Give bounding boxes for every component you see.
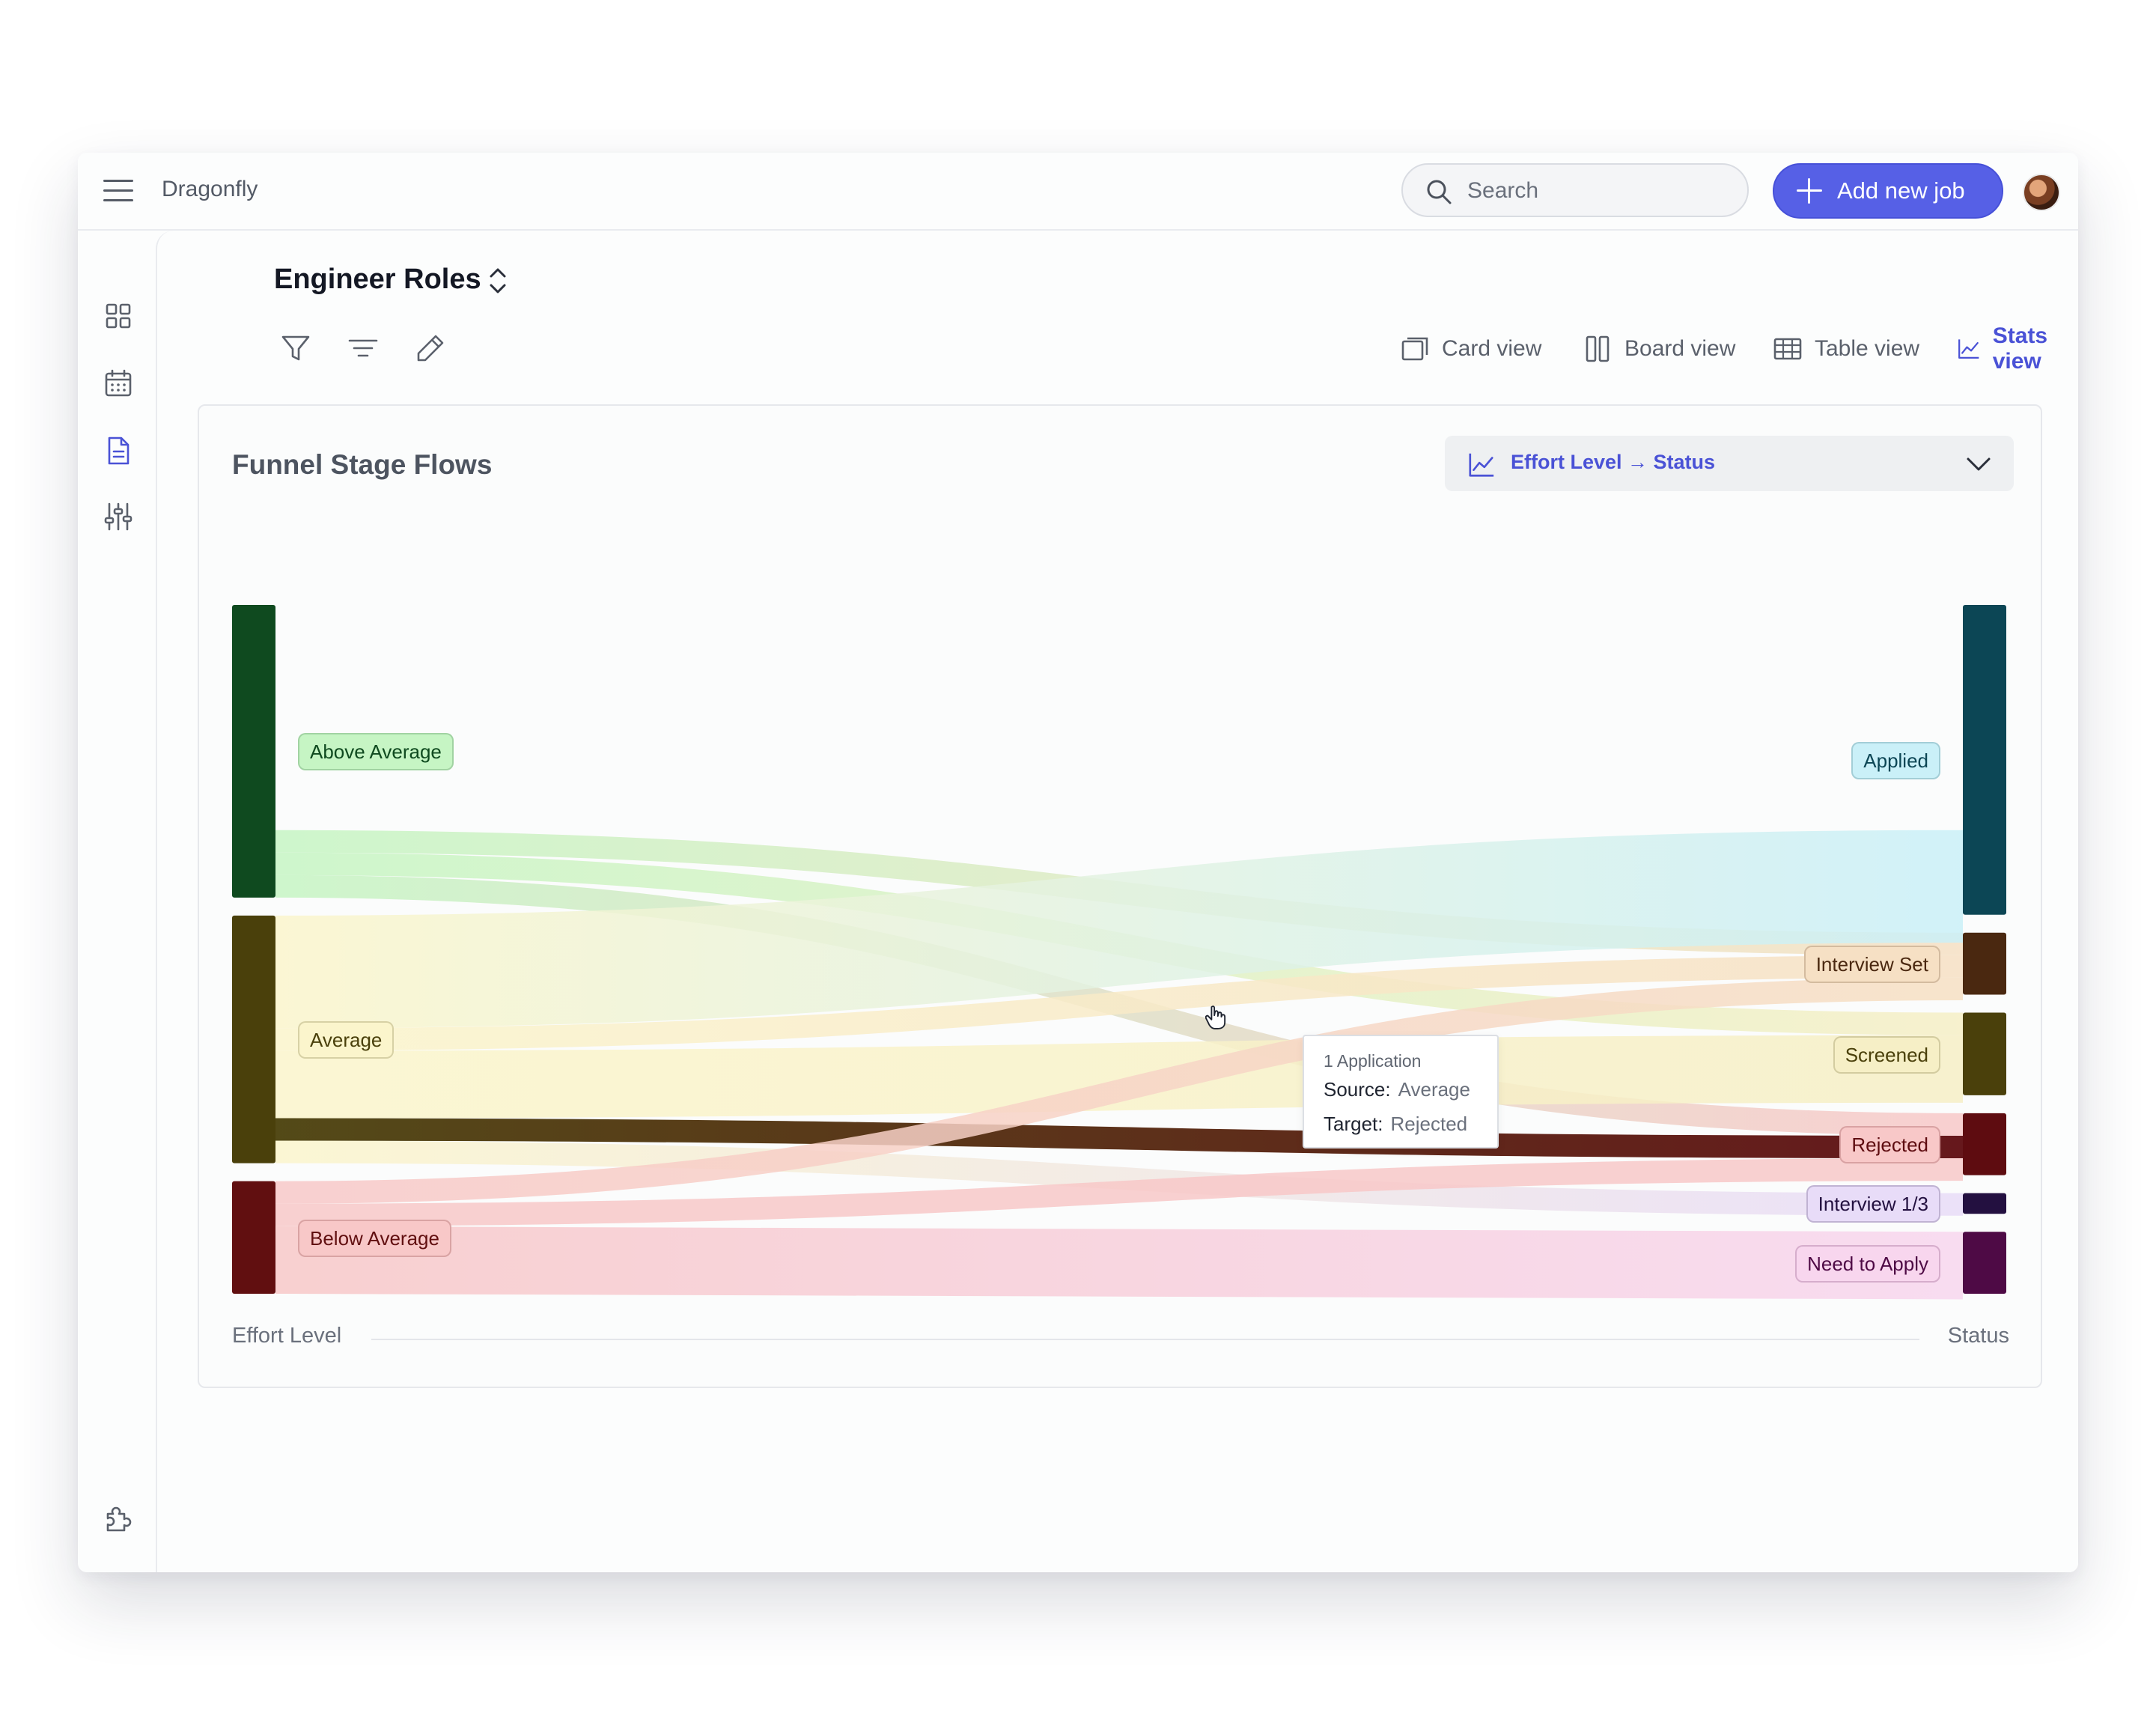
target-node-need-to-apply[interactable]: [1963, 1232, 2006, 1294]
app-title: Dragonfly: [162, 177, 258, 201]
tab-board-view[interactable]: Board view: [1583, 332, 1735, 365]
page-title: Engineer Roles: [274, 264, 481, 295]
tooltip-target-label: Target:: [1324, 1113, 1383, 1135]
tab-board-view-label: Board view: [1624, 336, 1736, 361]
target-label-need-to-apply: Need to Apply: [1795, 1244, 1940, 1283]
sliders-icon[interactable]: [103, 502, 133, 532]
tooltip-source-row: Source: Average: [1324, 1078, 1470, 1101]
target-label-rejected: Rejected: [1839, 1126, 1940, 1164]
axis-right-label: Status: [1947, 1324, 2009, 1348]
tab-card-view-label: Card view: [1442, 336, 1542, 361]
main-content: Engineer Roles Card view: [156, 231, 2078, 1572]
search-box[interactable]: [1401, 163, 1749, 217]
tab-card-view[interactable]: Card view: [1400, 332, 1541, 365]
flow-selector-dropdown[interactable]: Effort Level → Status: [1445, 436, 2014, 491]
top-bar: Dragonfly Add new job: [78, 153, 2078, 231]
source-label-average: Average: [298, 1021, 395, 1059]
pencil-icon[interactable]: [415, 332, 446, 364]
target-label-screened: Screened: [1833, 1035, 1940, 1074]
line-chart-icon: [1469, 453, 1494, 477]
flow-selector-label: Effort Level → Status: [1511, 451, 1716, 473]
source-label-above-average: Above Average: [298, 733, 454, 771]
tooltip-target-row: Target: Rejected: [1324, 1113, 1467, 1136]
target-node-screened[interactable]: [1963, 1012, 2006, 1095]
app-window: Dragonfly Add new job: [78, 153, 2078, 1572]
flow-link-below-average-to-need-to-apply[interactable]: [275, 1226, 1964, 1300]
target-label-interview-1-3: Interview 1/3: [1806, 1185, 1940, 1223]
user-avatar[interactable]: [2023, 174, 2060, 211]
axis-divider: [371, 1339, 1919, 1340]
hand-cursor-icon: [1205, 1006, 1226, 1029]
flow-link-average-to-interview-1-3[interactable]: [275, 1140, 1964, 1216]
tab-stats-view[interactable]: Stats view: [1957, 323, 2078, 374]
grid-icon[interactable]: [103, 301, 133, 331]
axis-left-label: Effort Level: [232, 1324, 342, 1348]
flow-link-below-average-to-rejected[interactable]: [275, 1158, 1964, 1226]
card-view-icon: [1401, 337, 1428, 361]
source-node-below-average[interactable]: [232, 1181, 275, 1294]
flow-link-average-to-rejected[interactable]: [275, 1118, 1964, 1159]
target-node-applied[interactable]: [1963, 605, 2006, 915]
tooltip-source-label: Source:: [1324, 1078, 1391, 1101]
flow-link-average-to-applied[interactable]: [275, 830, 1964, 1029]
filter-icon[interactable]: [280, 332, 311, 364]
source-node-above-average[interactable]: [232, 605, 275, 898]
flow-tooltip: 1 Application Source: Average Target: Reje…: [1303, 1035, 1499, 1149]
tab-table-view[interactable]: Table view: [1773, 332, 1919, 365]
tooltip-target-value: Rejected: [1390, 1113, 1468, 1135]
tooltip-heading: 1 Application: [1324, 1051, 1422, 1071]
document-icon[interactable]: [103, 436, 133, 466]
add-new-job-button[interactable]: Add new job: [1773, 163, 2003, 219]
chevron-down-icon: [1967, 457, 1991, 471]
source-node-average[interactable]: [232, 915, 275, 1163]
target-label-interview-set: Interview Set: [1803, 946, 1940, 984]
sidebar: [78, 231, 156, 1572]
sankey-chart: [232, 605, 2006, 1300]
target-node-rejected[interactable]: [1963, 1113, 2006, 1175]
search-input[interactable]: [1466, 175, 1723, 207]
search-icon: [1427, 180, 1452, 204]
calendar-icon[interactable]: [103, 368, 133, 398]
stats-view-icon: [1958, 339, 1979, 359]
plus-icon: [1797, 178, 1822, 204]
card-title: Funnel Stage Flows: [232, 449, 493, 480]
tab-stats-view-label: Stats view: [1992, 323, 2048, 374]
target-label-applied: Applied: [1851, 741, 1940, 779]
hamburger-menu-icon[interactable]: [103, 180, 133, 204]
sort-lines-icon[interactable]: [347, 332, 379, 364]
board-view-icon: [1586, 335, 1610, 362]
puzzle-icon[interactable]: [103, 1503, 133, 1533]
flow-link-average-to-interview-set[interactable]: [275, 955, 1964, 1051]
add-new-job-label: Add new job: [1837, 177, 1965, 204]
target-node-interview-set[interactable]: [1963, 932, 2006, 995]
funnel-card: Funnel Stage Flows Effort Level → Status…: [198, 404, 2042, 1388]
flow-link-below-average-to-interview-set[interactable]: [275, 977, 1964, 1204]
source-label-below-average: Below Average: [298, 1219, 451, 1257]
chevron-up-down-icon[interactable]: [487, 264, 509, 298]
table-view-icon: [1773, 338, 1802, 360]
target-node-interview-1-3[interactable]: [1963, 1193, 2006, 1214]
tab-table-view-label: Table view: [1815, 336, 1920, 361]
flow-link-average-to-screened[interactable]: [275, 1035, 1964, 1119]
tooltip-source-value: Average: [1398, 1078, 1470, 1101]
